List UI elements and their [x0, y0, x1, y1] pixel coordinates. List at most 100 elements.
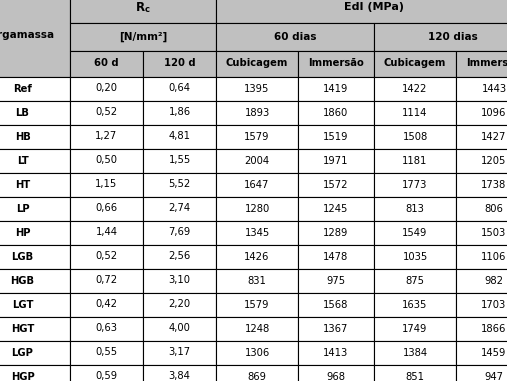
Bar [70, 51, 143, 77]
Text: 1647: 1647 [244, 179, 270, 189]
Bar [456, 101, 507, 125]
Bar [298, 341, 374, 365]
Text: 1508: 1508 [403, 131, 427, 141]
Text: c: c [144, 5, 150, 14]
Bar [456, 125, 507, 149]
Text: 1181: 1181 [403, 155, 428, 165]
Text: 0,63: 0,63 [95, 323, 118, 333]
Bar [70, 221, 143, 245]
Text: 120 d: 120 d [164, 59, 195, 69]
Bar [374, 22, 507, 51]
Text: 1860: 1860 [323, 107, 349, 117]
Text: 1367: 1367 [323, 323, 349, 333]
Bar [0, 197, 70, 221]
Bar [374, 101, 456, 125]
Text: 1,27: 1,27 [95, 131, 118, 141]
Bar [374, 77, 456, 101]
Text: 1345: 1345 [244, 227, 270, 237]
Text: 3,17: 3,17 [168, 347, 191, 357]
Bar [298, 77, 374, 101]
Bar [216, 51, 298, 77]
Text: 1459: 1459 [481, 347, 506, 357]
Bar [70, 173, 143, 197]
Text: 0,52: 0,52 [95, 251, 118, 261]
Bar [0, 269, 70, 293]
Text: Ref: Ref [13, 83, 32, 93]
Text: 1971: 1971 [323, 155, 349, 165]
Text: 1248: 1248 [244, 323, 270, 333]
Text: 851: 851 [406, 371, 424, 381]
Bar [374, 125, 456, 149]
Text: 1096: 1096 [481, 107, 506, 117]
Text: LB: LB [16, 107, 29, 117]
Bar [298, 365, 374, 381]
Text: 1413: 1413 [323, 347, 349, 357]
Bar [456, 341, 507, 365]
Text: EdI (MPa): EdI (MPa) [344, 3, 404, 13]
Text: HP: HP [15, 227, 30, 237]
Bar [143, 269, 216, 293]
Bar [456, 269, 507, 293]
Text: 1384: 1384 [403, 347, 427, 357]
Bar [0, 125, 70, 149]
Bar [374, 269, 456, 293]
Bar [298, 197, 374, 221]
Bar [298, 173, 374, 197]
Bar [0, 0, 70, 77]
Text: 0,55: 0,55 [95, 347, 118, 357]
Bar [216, 173, 298, 197]
Bar [216, 317, 298, 341]
Text: 1503: 1503 [481, 227, 506, 237]
Text: 806: 806 [485, 203, 503, 213]
Text: 1,15: 1,15 [95, 179, 118, 189]
Bar [456, 293, 507, 317]
Bar [456, 245, 507, 269]
Text: 1427: 1427 [481, 131, 506, 141]
Text: 1035: 1035 [403, 251, 427, 261]
Text: LGP: LGP [12, 347, 33, 357]
Text: 5,52: 5,52 [168, 179, 191, 189]
Bar [143, 197, 216, 221]
Text: 1306: 1306 [244, 347, 270, 357]
Bar [298, 51, 374, 77]
Text: 1635: 1635 [403, 299, 428, 309]
Text: 4,81: 4,81 [168, 131, 191, 141]
Text: 0,64: 0,64 [168, 83, 191, 93]
Text: 120 dias: 120 dias [428, 32, 478, 42]
Text: 1572: 1572 [323, 179, 349, 189]
Bar [216, 125, 298, 149]
Bar [456, 51, 507, 77]
Text: HGT: HGT [11, 323, 34, 333]
Bar [70, 317, 143, 341]
Bar [374, 173, 456, 197]
Bar [143, 125, 216, 149]
Bar [216, 341, 298, 365]
Text: 2,74: 2,74 [168, 203, 191, 213]
Bar [0, 341, 70, 365]
Bar [298, 245, 374, 269]
Text: 1245: 1245 [323, 203, 349, 213]
Text: HGP: HGP [11, 371, 34, 381]
Bar [70, 149, 143, 173]
Text: 0,50: 0,50 [95, 155, 118, 165]
Text: 982: 982 [485, 275, 503, 285]
Text: 1519: 1519 [323, 131, 349, 141]
Bar [70, 365, 143, 381]
Text: 975: 975 [327, 275, 346, 285]
Text: 1703: 1703 [481, 299, 506, 309]
Bar [0, 101, 70, 125]
Bar [70, 0, 216, 22]
Text: 1,44: 1,44 [95, 227, 118, 237]
Text: 1749: 1749 [403, 323, 428, 333]
Text: 1866: 1866 [481, 323, 506, 333]
Bar [216, 197, 298, 221]
Text: 968: 968 [327, 371, 345, 381]
Text: 1478: 1478 [323, 251, 349, 261]
Bar [298, 221, 374, 245]
Bar [0, 293, 70, 317]
Bar [216, 101, 298, 125]
Bar [70, 341, 143, 365]
Text: LGB: LGB [12, 251, 33, 261]
Text: 1280: 1280 [244, 203, 270, 213]
Bar [216, 269, 298, 293]
